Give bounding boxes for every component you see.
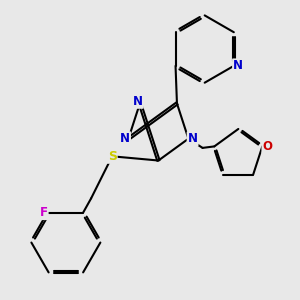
Text: N: N bbox=[133, 95, 143, 108]
Text: N: N bbox=[188, 132, 198, 145]
Text: F: F bbox=[40, 206, 48, 219]
Text: N: N bbox=[233, 59, 243, 72]
Text: N: N bbox=[120, 132, 130, 145]
Text: S: S bbox=[108, 150, 117, 163]
Text: O: O bbox=[262, 140, 272, 153]
